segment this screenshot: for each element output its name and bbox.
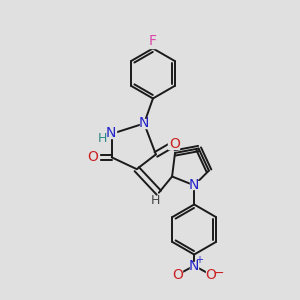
Text: N: N bbox=[106, 126, 116, 140]
Bar bbox=[190, 262, 198, 270]
Text: O: O bbox=[172, 268, 183, 281]
Text: H: H bbox=[151, 194, 160, 207]
Bar bbox=[140, 119, 148, 128]
Text: F: F bbox=[149, 34, 157, 48]
Bar bbox=[190, 181, 199, 190]
Bar bbox=[107, 130, 116, 138]
Bar bbox=[206, 270, 215, 279]
Text: O: O bbox=[169, 136, 180, 151]
Bar bbox=[174, 270, 182, 279]
Text: O: O bbox=[205, 268, 216, 281]
Bar bbox=[148, 39, 158, 47]
Text: N: N bbox=[139, 116, 149, 130]
Text: +: + bbox=[196, 255, 203, 266]
Text: N: N bbox=[189, 259, 200, 273]
Bar bbox=[89, 152, 99, 163]
Bar bbox=[168, 139, 179, 149]
Text: O: O bbox=[87, 150, 98, 164]
Text: −: − bbox=[214, 267, 224, 280]
Text: N: N bbox=[189, 178, 200, 192]
Text: H: H bbox=[98, 132, 107, 145]
